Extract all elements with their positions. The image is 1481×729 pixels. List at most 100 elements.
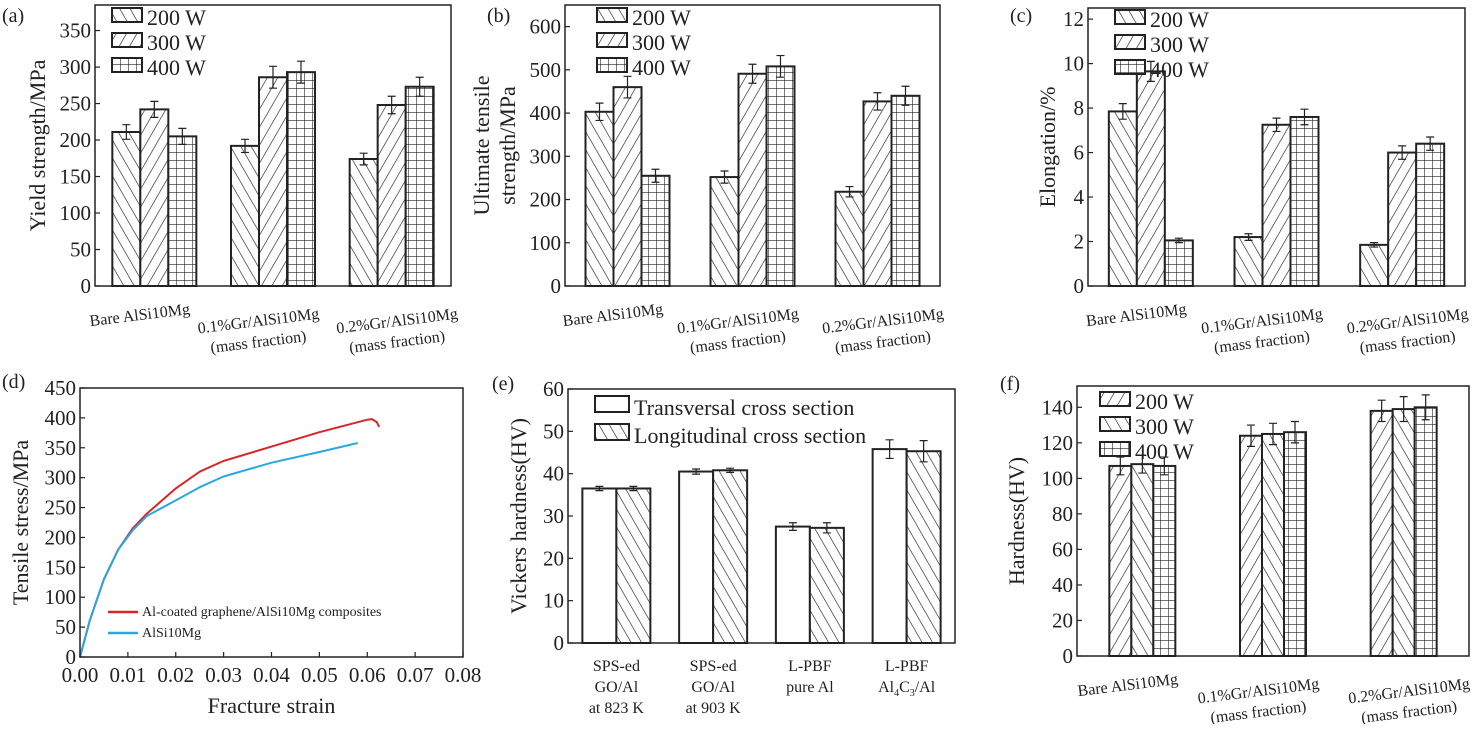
error-bar <box>595 485 604 492</box>
bar <box>1239 434 1263 657</box>
y-tick-label: 100 <box>530 231 562 255</box>
legend-swatch <box>111 32 143 48</box>
error-bar <box>845 185 854 198</box>
error-bar <box>1398 145 1407 160</box>
legend-label: 300 W <box>147 30 206 55</box>
bar <box>612 86 643 287</box>
legend-label: 400 W <box>147 55 206 80</box>
y-tick-label: 80 <box>1052 502 1073 526</box>
y-tick-label: 300 <box>45 466 77 490</box>
error-bar <box>1377 399 1386 423</box>
error-bar <box>1160 456 1169 476</box>
y-tick-label: 0 <box>66 645 77 669</box>
error-bar <box>748 63 757 84</box>
y-tick-label: 40 <box>543 462 564 486</box>
error-bar <box>1174 237 1183 244</box>
bar <box>1359 243 1390 288</box>
error-bar <box>415 76 424 97</box>
legend-swatch <box>111 7 143 23</box>
legend-label: Longitudinal cross section <box>634 423 866 448</box>
legend-swatch <box>1099 391 1131 407</box>
y-tick-label: 250 <box>45 496 77 520</box>
y-tick-label: 20 <box>543 546 564 570</box>
error-bar <box>1116 456 1125 476</box>
panel-d: (d) 0 50 100 150 200 250 300 350 400 450 Tensile st… <box>2 371 481 718</box>
legend-label: 200 W <box>1135 389 1194 414</box>
legend-label: 400 W <box>1135 439 1194 464</box>
subscript: 3 <box>910 688 915 699</box>
error-bar <box>720 170 729 184</box>
bar <box>1415 142 1446 287</box>
error-bar <box>178 127 187 146</box>
error-bar <box>822 522 831 534</box>
legend-label: 200 W <box>147 5 206 30</box>
bar <box>640 174 671 287</box>
bar <box>286 71 316 287</box>
legend-label: Al-coated graphene/AlSi10Mg composites <box>142 605 382 620</box>
plot-frame <box>1087 7 1466 287</box>
x-tick-label: Bare AlSi10Mg <box>562 301 664 330</box>
y-tick-label: 150 <box>60 165 92 189</box>
bar <box>230 144 260 287</box>
y-tick-label: 60 <box>1052 537 1073 561</box>
bar <box>615 487 652 644</box>
error-bar <box>387 95 396 115</box>
y-tick-label: 40 <box>1052 573 1073 597</box>
error-bar <box>1426 136 1435 151</box>
legend-swatch <box>111 57 143 73</box>
plot-frame <box>564 4 941 287</box>
error-bar <box>623 75 632 99</box>
error-bar <box>122 124 131 140</box>
y-tick-label: 0 <box>1074 274 1085 298</box>
legend-label: 300 W <box>1135 414 1194 439</box>
error-bar <box>150 100 159 118</box>
y-tick-label: 10 <box>1063 52 1084 76</box>
y-axis-label: Yield strength/MPa <box>25 59 50 231</box>
error-bar <box>1118 103 1127 120</box>
x-tick-label: Bare AlSi10Mg <box>1085 301 1187 330</box>
y-tick-label: 100 <box>1042 466 1074 490</box>
error-bar <box>651 168 660 183</box>
panel-b: (b) 0 100 200 300 400 500 600 Ultimate tensile st… <box>469 4 945 357</box>
panel-label: (a) <box>2 5 24 27</box>
error-bar <box>726 467 735 473</box>
error-bar <box>885 439 894 460</box>
y-tick-label: 400 <box>530 101 562 125</box>
y-tick-label: 4 <box>1074 185 1085 209</box>
y-tick-label: 0 <box>81 274 92 298</box>
bar <box>1391 408 1416 657</box>
y-axis-label: Tensile stress/MPa <box>8 440 33 606</box>
y-tick-label: 120 <box>1042 431 1074 455</box>
y-tick-label: 300 <box>60 55 92 79</box>
panel-label: (f) <box>1000 373 1020 395</box>
y-tick-label: 150 <box>45 555 77 579</box>
error-bar <box>1138 454 1147 474</box>
x-tick-label: 0.05 <box>301 663 338 687</box>
y-tick-label: 0 <box>1063 644 1074 668</box>
panel-f: (f) 0 20 40 60 80 100 120 140 Hardness(HV) Bare Al… <box>1000 373 1471 727</box>
y-tick-label: 200 <box>60 128 92 152</box>
x-tick-label: at 823 K <box>589 700 645 717</box>
bar <box>765 65 796 287</box>
bar <box>1261 432 1285 658</box>
bar <box>1413 406 1438 657</box>
y-tick-label: 350 <box>45 436 77 460</box>
error-bar <box>1399 396 1408 423</box>
bar <box>167 135 198 287</box>
bar <box>1135 70 1166 287</box>
plot-frame <box>567 388 956 644</box>
y-axis-label: Elongation/% <box>1035 87 1060 208</box>
error-bar <box>1421 394 1430 421</box>
subscript: 4 <box>894 688 899 699</box>
y-tick-label: 10 <box>543 589 564 613</box>
series-line <box>79 418 381 658</box>
y-axis-label: strength/MPa <box>495 86 520 205</box>
error-bar <box>269 65 277 89</box>
y-tick-label: 30 <box>543 504 564 528</box>
x-tick-label: Bare AlSi10Mg <box>1077 671 1179 700</box>
bar <box>712 469 749 644</box>
bar <box>1369 409 1394 657</box>
panel-label: (e) <box>492 373 514 395</box>
y-tick-label: 450 <box>45 376 77 400</box>
